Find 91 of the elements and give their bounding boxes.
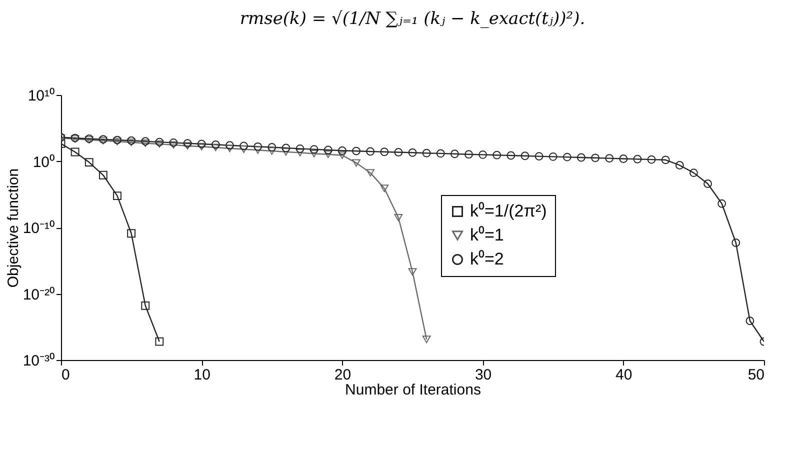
point [268, 147, 276, 155]
point [675, 161, 684, 170]
point [562, 152, 572, 162]
point [113, 192, 122, 200]
point [211, 144, 220, 152]
point [240, 142, 248, 150]
point [183, 142, 192, 150]
point [141, 301, 150, 310]
point [155, 140, 164, 148]
point [282, 148, 290, 156]
point [84, 158, 94, 166]
text: rmse(k) = √(1/N ∑ⱼ₌₁ (kⱼ − k_exact(tⱼ))²). [240, 9, 586, 29]
legend-label: k⁰=2 [470, 250, 504, 268]
point [254, 142, 262, 151]
point [268, 143, 276, 152]
y-tick-label: 10¹⁰ [28, 88, 54, 104]
point [324, 146, 332, 154]
y-tick-label: 10⁻¹⁰ [22, 220, 54, 237]
point [141, 137, 150, 146]
point [197, 140, 206, 148]
point [240, 146, 248, 153]
point [577, 153, 586, 162]
point [450, 150, 459, 158]
point [478, 150, 488, 159]
point [366, 147, 375, 156]
point [310, 145, 318, 154]
point [366, 169, 375, 177]
point [380, 184, 389, 192]
point [141, 140, 150, 147]
point [211, 140, 220, 149]
legend-label: k⁰=1 [470, 226, 504, 244]
point [127, 136, 136, 145]
point [296, 144, 304, 153]
point [506, 151, 516, 160]
point [633, 154, 642, 164]
point [647, 155, 656, 164]
x-tick-label: 0 [62, 366, 70, 384]
point [226, 141, 234, 150]
point [324, 150, 332, 158]
point [464, 150, 473, 159]
point [226, 144, 234, 152]
point [338, 152, 346, 159]
point [408, 148, 417, 157]
point [282, 144, 290, 152]
point [394, 148, 403, 156]
point [591, 154, 600, 162]
point [422, 148, 431, 158]
point [155, 337, 164, 346]
point [394, 214, 403, 222]
point [492, 150, 502, 160]
point [155, 138, 164, 146]
point [408, 268, 417, 276]
x-tick-label: 50 [748, 366, 764, 384]
point [732, 238, 740, 247]
point [661, 156, 670, 164]
x-tick-label: 20 [334, 366, 352, 384]
point [352, 159, 360, 167]
x-axis-title: Number of Iterations [345, 382, 481, 398]
y-tick-label: 10⁻³⁰ [22, 352, 54, 370]
point [436, 149, 445, 158]
point [127, 229, 136, 238]
point [689, 168, 698, 178]
point [548, 152, 558, 161]
point [169, 141, 178, 149]
point [619, 154, 628, 163]
point [127, 138, 136, 146]
legend-label: k⁰=1/(2π²) [470, 202, 547, 220]
point [746, 316, 754, 326]
point [169, 138, 178, 147]
point [310, 150, 318, 158]
point [197, 142, 206, 150]
point [183, 139, 192, 148]
point [70, 148, 80, 156]
point [98, 170, 108, 180]
x-tick-label: 40 [616, 366, 632, 384]
point [352, 146, 360, 156]
point [254, 146, 262, 154]
point [338, 146, 346, 155]
y-axis-title: Objective function [4, 168, 22, 288]
y-tick-label: 10⁰ [32, 154, 54, 171]
x-tick-label: 30 [474, 366, 492, 384]
point [422, 336, 431, 344]
point [704, 180, 712, 188]
point [520, 152, 530, 160]
point [718, 199, 726, 208]
point [605, 154, 614, 162]
point [296, 148, 304, 156]
y-tick-label: 10⁻²⁰ [22, 286, 54, 304]
x-tick-label: 10 [194, 366, 210, 384]
point [534, 152, 544, 160]
point [380, 148, 389, 156]
